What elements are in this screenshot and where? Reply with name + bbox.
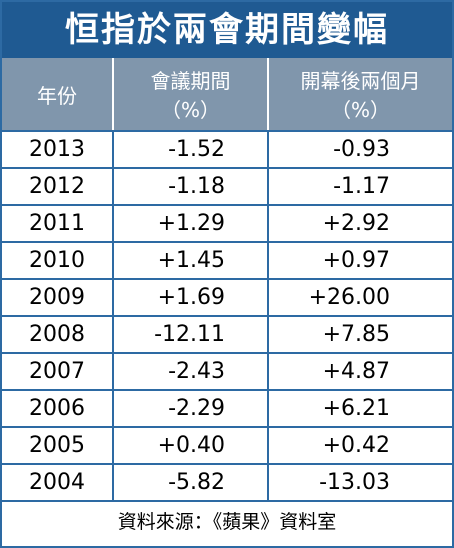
- table-row: 2009 +1.69 +26.00: [2, 278, 452, 315]
- header-text: （%）: [160, 98, 220, 122]
- table-cell: +1.29: [112, 206, 267, 241]
- table-row: 2008 -12.11 +7.85: [2, 315, 452, 352]
- table-cell: -12.11: [112, 317, 267, 352]
- table-cell: -1.52: [112, 132, 267, 167]
- header-text: 年份: [37, 83, 77, 108]
- table-row: 2005 +0.40 +0.42: [2, 426, 452, 463]
- table-cell: 2006: [29, 396, 85, 421]
- table-cell: -2.43: [112, 354, 267, 389]
- table-cell: +0.42: [267, 428, 452, 463]
- table-cell: -1.17: [267, 169, 452, 204]
- table-cell: 2011: [29, 211, 85, 236]
- table-cell: -2.29: [112, 391, 267, 426]
- table-cell: 2013: [29, 137, 85, 162]
- table-cell: +1.69: [112, 280, 267, 315]
- table-row: 2007 -2.43 +4.87: [2, 352, 452, 389]
- table-cell: -5.82: [112, 465, 267, 500]
- table-cell: +2.92: [267, 206, 452, 241]
- table-row: 2013 -1.52 -0.93: [2, 130, 452, 167]
- table-cell: -0.93: [267, 132, 452, 167]
- header-cell: 年份: [2, 58, 112, 130]
- table-cell: +7.85: [267, 317, 452, 352]
- table-cell: -13.03: [267, 465, 452, 500]
- table-cell: 2004: [29, 470, 85, 495]
- table-cell: +26.00: [267, 280, 452, 315]
- title: 恒指於兩會期間變幅: [2, 2, 452, 58]
- source-note: 資料來源：《蘋果》資料室: [2, 500, 452, 542]
- header-text: （%）: [330, 98, 390, 122]
- table-row: 2011 +1.29 +2.92: [2, 204, 452, 241]
- table-cell: 2007: [29, 359, 85, 384]
- table-row: 2004 -5.82 -13.03: [2, 463, 452, 500]
- header-text: 開幕後兩個月: [300, 69, 421, 93]
- table-cell: 2009: [29, 285, 85, 310]
- table-cell: 2008: [29, 322, 85, 347]
- header-cell: 開幕後兩個月 （%）: [267, 58, 452, 130]
- table-cell: +1.45: [112, 243, 267, 278]
- header-cell: 會議期間 （%）: [112, 58, 267, 130]
- table-cell: +6.21: [267, 391, 452, 426]
- table-row: 2006 -2.29 +6.21: [2, 389, 452, 426]
- table-cell: +0.40: [112, 428, 267, 463]
- table-row: 2010 +1.45 +0.97: [2, 241, 452, 278]
- table: 年份 會議期間 （%） 開幕後兩個月 （%） 2013 -1.52 -0.93 2012 -1.1…: [2, 58, 452, 500]
- header-text: 會議期間: [150, 69, 231, 93]
- table-row: 2012 -1.18 -1.17: [2, 167, 452, 204]
- table-cell: +0.97: [267, 243, 452, 278]
- table-cell: 2012: [29, 174, 85, 199]
- table-cell: 2010: [29, 248, 85, 273]
- table-cell: +4.87: [267, 354, 452, 389]
- header-row: 年份 會議期間 （%） 開幕後兩個月 （%）: [2, 58, 452, 130]
- table-cell: 2005: [29, 433, 85, 458]
- table-cell: -1.18: [112, 169, 267, 204]
